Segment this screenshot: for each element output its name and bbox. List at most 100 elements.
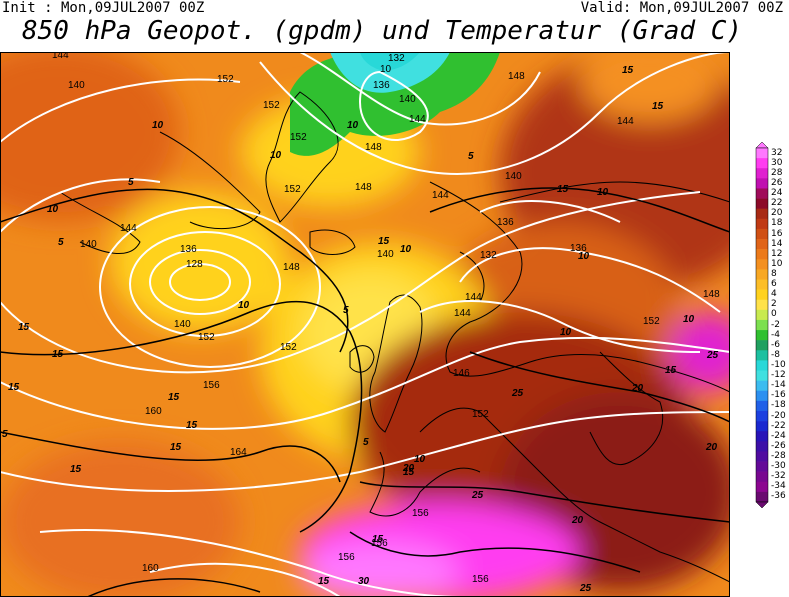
legend-level-label: 16 — [771, 228, 783, 239]
temp-label: 10 — [400, 244, 412, 255]
geo-label: 152 — [643, 316, 660, 327]
legend-swatch — [756, 390, 768, 402]
temp-label: 5 — [128, 177, 134, 188]
legend-level-label: -6 — [771, 339, 780, 350]
geo-label: 152 — [472, 409, 489, 420]
geo-label: 140 — [80, 239, 97, 250]
legend-level-label: -30 — [771, 461, 786, 472]
legend-swatch — [756, 360, 768, 371]
geo-label: 132 — [480, 250, 497, 261]
temperature-isolines — [0, 187, 730, 597]
geo-label: 136 — [180, 244, 197, 255]
legend-level-label: -14 — [771, 380, 786, 391]
geo-label: 156 — [412, 508, 429, 519]
legend-level-label: 24 — [771, 188, 783, 198]
legend-level-label: 20 — [771, 208, 783, 219]
legend-swatch — [756, 279, 768, 290]
temperature-labels: 15 15 15 10 5 5 10 10 5 10 5 10 10 15 15… — [2, 65, 719, 594]
legend-swatch — [756, 188, 768, 199]
geo-label: 156 — [203, 380, 220, 391]
legend-swatch — [756, 249, 768, 260]
legend-swatch — [756, 269, 768, 280]
geo-label: 156 — [338, 552, 355, 563]
legend-swatch — [756, 471, 768, 483]
legend-swatch — [756, 481, 768, 493]
legend-level-label: 14 — [771, 238, 783, 249]
geo-label: 152 — [198, 332, 215, 343]
legend-swatch — [756, 319, 768, 331]
chart-title: 850 hPa Geopot. (gpdm) und Temperatur (G… — [22, 16, 743, 46]
temp-label: 10 — [152, 120, 164, 131]
temp-label: 20 — [705, 442, 718, 453]
temp-label: 5 — [468, 151, 474, 162]
geo-label: 144 — [120, 223, 137, 234]
legend-level-label: 18 — [771, 218, 783, 229]
legend-level-label: -36 — [771, 491, 786, 502]
temp-label: 15 — [372, 534, 384, 545]
temp-label: 15 — [622, 65, 634, 76]
legend-swatch — [756, 178, 768, 189]
geo-label: 160 — [145, 406, 162, 417]
legend-swatch — [756, 309, 768, 321]
geo-label: 144 — [52, 52, 69, 61]
temp-label: 5 — [2, 429, 8, 440]
temp-label: 25 — [706, 350, 719, 361]
legend-swatch — [756, 289, 768, 301]
temp-label: 5 — [58, 237, 64, 248]
temp-label: 10 — [683, 314, 695, 325]
temp-label: 15 — [18, 322, 30, 333]
temp-label: 10 — [560, 327, 572, 338]
temp-label: 15 — [318, 576, 330, 587]
geo-label: 140 — [399, 94, 416, 105]
legend-level-label: -10 — [771, 360, 786, 370]
legend-swatch — [756, 451, 768, 462]
temp-label: 15 — [70, 464, 82, 475]
legend-level-label: 4 — [771, 289, 777, 300]
legend-swatch — [756, 410, 768, 422]
legend-swatch — [756, 491, 768, 503]
legend-level-label: 12 — [771, 248, 783, 259]
temp-label: 20 — [631, 383, 644, 394]
legend-swatch — [756, 218, 768, 230]
geo-label: 144 — [409, 114, 426, 125]
legend-swatch — [756, 431, 768, 442]
legend-level-label: -18 — [771, 400, 786, 411]
geo-label: 148 — [703, 289, 720, 300]
legend-level-label: 26 — [771, 177, 783, 188]
temp-label: 10 — [238, 300, 250, 311]
legend-swatch — [756, 208, 768, 220]
geo-label: 136 — [497, 217, 514, 228]
valid-time: Valid: Mon,09JUL2007 00Z — [580, 0, 783, 16]
geo-label: 160 — [142, 563, 159, 574]
legend-level-label: -24 — [771, 430, 786, 441]
geopotential-contours — [0, 52, 730, 597]
legend-swatch — [756, 158, 768, 169]
geo-label: 148 — [365, 142, 382, 153]
temp-label: 10 — [270, 150, 282, 161]
legend-swatch — [756, 239, 768, 250]
legend-swatch — [756, 198, 768, 209]
geo-label: 10 — [380, 64, 392, 75]
legend-swatch — [756, 340, 768, 351]
legend-swatch — [756, 461, 768, 472]
temp-label: 5 — [343, 305, 349, 316]
legend-level-label: -28 — [771, 451, 786, 461]
geo-label: 140 — [68, 80, 85, 91]
coldest-region — [360, 52, 420, 71]
geo-label: 156 — [472, 574, 489, 585]
legend-swatch — [756, 299, 768, 311]
legend-level-label: 22 — [771, 198, 783, 209]
temp-label: 30 — [358, 576, 370, 587]
temp-label: 15 — [8, 382, 20, 393]
legend-level-label: -20 — [771, 410, 786, 421]
legend-swatch — [756, 400, 768, 412]
legend-level-label: 10 — [771, 258, 783, 269]
geo-label: 164 — [230, 447, 247, 458]
legend-level-label: -8 — [771, 349, 780, 360]
temp-label: 25 — [471, 490, 484, 501]
temp-label: 15 — [186, 420, 198, 431]
temp-label: 15 — [52, 349, 64, 360]
colder-region — [330, 52, 450, 93]
legend-level-label: -22 — [771, 420, 786, 431]
legend-swatch — [756, 441, 768, 452]
